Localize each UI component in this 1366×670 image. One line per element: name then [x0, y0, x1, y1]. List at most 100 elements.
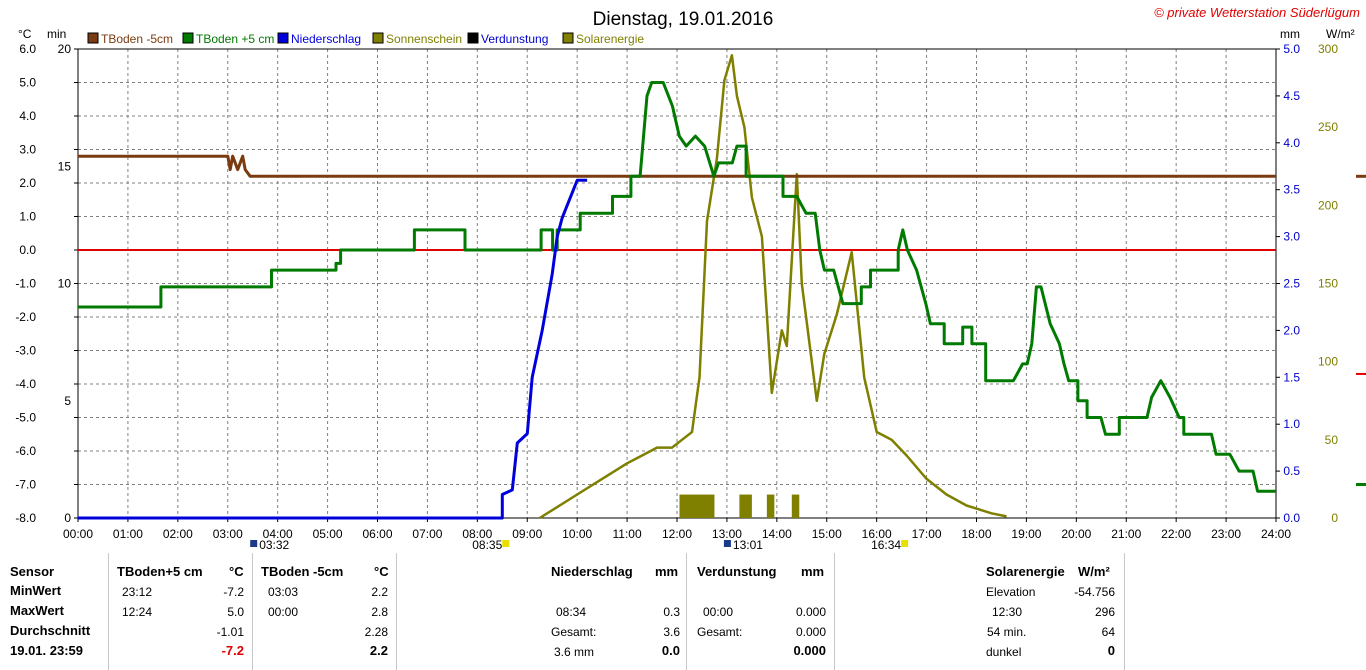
- mm-tick-label: 5.0: [1283, 42, 1300, 56]
- watermark: © private Wetterstation Süderlügum: [1154, 5, 1360, 20]
- solar-current-value: 0: [1107, 643, 1115, 658]
- time-marker-icon: [502, 540, 510, 547]
- temp-tick-label: 2.0: [19, 176, 36, 190]
- time-tick-label: 05:00: [313, 527, 343, 541]
- legend-label: Verdunstung: [481, 32, 548, 46]
- mm-tick-label: 0.5: [1283, 464, 1300, 478]
- legend-swatch-0: [87, 32, 99, 44]
- time-tick-label: 09:00: [512, 527, 542, 541]
- temp-tick-label: 6.0: [19, 42, 36, 56]
- time-tick-label: 19:00: [1011, 527, 1041, 541]
- wm2-tick-label: 250: [1318, 120, 1338, 134]
- time-tick-label: 06:00: [362, 527, 392, 541]
- time-tick-label: 03:00: [213, 527, 243, 541]
- row-label-current: 19.01. 23:59: [10, 643, 84, 658]
- weather-chart: Dienstag, 19.01.2016 © private Wetterstat…: [15, 5, 1366, 552]
- mm-tick-label: 2.5: [1283, 277, 1300, 291]
- legend-label: Niederschlag: [291, 32, 361, 46]
- solar-dark-label: dunkel: [986, 645, 1022, 659]
- time-marker-icon: [723, 540, 731, 547]
- legend-swatch-3: [372, 32, 384, 44]
- legend-swatch-4: [467, 32, 479, 44]
- min-tick-label: 5: [64, 394, 71, 408]
- time-marker-icon: [250, 540, 258, 547]
- nieder-max-value: 0.3: [663, 605, 680, 619]
- time-marker-label: 16:34: [871, 538, 901, 552]
- sunshine-bar: [791, 494, 800, 518]
- time-tick-label: 08:00: [462, 527, 492, 541]
- time-tick-label: 14:00: [762, 527, 792, 541]
- temp-tick-label: 1.0: [19, 210, 36, 224]
- tbodenm5-min-time: 03:03: [268, 585, 299, 599]
- sunshine-bar: [679, 494, 715, 518]
- sunshine-bar: [766, 494, 775, 518]
- time-tick-label: 15:00: [812, 527, 842, 541]
- wm2-tick-label: 300: [1318, 42, 1338, 56]
- tboden5-max-value: 5.0: [227, 605, 244, 619]
- unit-wm2: W/m²: [1326, 27, 1355, 41]
- tbodenm5-unit: °C: [374, 564, 389, 579]
- solar-elevation-value: -54.756: [1074, 585, 1115, 599]
- mm-tick-label: 4.0: [1283, 136, 1300, 150]
- solar-sunmin-label: 54 min.: [987, 625, 1027, 639]
- temp-tick-label: 4.0: [19, 109, 36, 123]
- time-tick-label: 24:00: [1261, 527, 1291, 541]
- mm-tick-label: 0.0: [1283, 511, 1300, 525]
- temp-tick-label: -7.0: [15, 478, 36, 492]
- time-tick-label: 00:00: [63, 527, 93, 541]
- nieder-header: Niederschlag: [551, 564, 633, 579]
- row-label-min: MinWert: [10, 583, 62, 598]
- mm-tick-label: 3.5: [1283, 183, 1300, 197]
- time-tick-label: 13:00: [712, 527, 742, 541]
- row-label-max: MaxWert: [10, 603, 64, 618]
- temp-tick-label: 0.0: [19, 243, 36, 257]
- min-tick-label: 10: [58, 277, 72, 291]
- solar-header: Solarenergie: [986, 564, 1065, 579]
- temp-tick-label: -3.0: [15, 344, 36, 358]
- solar-sunmin-value: 64: [1101, 625, 1115, 639]
- wm2-tick-label: 200: [1318, 198, 1338, 212]
- tboden5-current-value: -7.2: [221, 643, 244, 658]
- time-tick-label: 10:00: [562, 527, 592, 541]
- wm2-tick-label: 150: [1318, 277, 1338, 291]
- tboden5-header: TBoden+5 cm: [117, 564, 203, 579]
- temp-tick-label: -1.0: [15, 277, 36, 291]
- time-tick-label: 22:00: [1161, 527, 1191, 541]
- time-tick-label: 04:00: [263, 527, 293, 541]
- verd-max-value: 0.000: [795, 605, 826, 619]
- nieder-max-time: 08:34: [556, 605, 587, 619]
- tbodenm5-avg-value: 2.28: [364, 625, 388, 639]
- verd-unit: mm: [801, 564, 825, 579]
- min-tick-label: 20: [58, 42, 72, 56]
- legend-swatch-5: [562, 32, 574, 44]
- temp-tick-label: -6.0: [15, 444, 36, 458]
- grid: [78, 49, 1276, 518]
- chart-title: Dienstag, 19.01.2016: [593, 9, 774, 30]
- tboden5-min-time: 23:12: [122, 585, 153, 599]
- verd-total-label: Gesamt:: [697, 625, 743, 639]
- time-marker-icon: [901, 540, 909, 547]
- tboden5-max-time: 12:24: [122, 605, 153, 619]
- temp-tick-label: -5.0: [15, 411, 36, 425]
- time-tick-label: 21:00: [1111, 527, 1141, 541]
- temp-tick-label: 3.0: [19, 143, 36, 157]
- sensor-header: Sensor: [10, 564, 55, 579]
- tbodenm5-min-value: 2.2: [371, 585, 388, 599]
- nieder-unit: mm: [655, 564, 679, 579]
- time-marker-label: 13:01: [733, 538, 763, 552]
- sunshine-bar: [739, 494, 752, 518]
- time-tick-label: 16:00: [862, 527, 892, 541]
- verd-current-value: 0.000: [793, 643, 826, 658]
- legend-label: Solarenergie: [576, 32, 644, 46]
- wm2-tick-label: 0: [1331, 511, 1338, 525]
- temp-tick-label: -2.0: [15, 310, 36, 324]
- legend-swatch-2: [277, 32, 289, 44]
- solar-max-time: 12:30: [992, 605, 1023, 619]
- unit-mm: mm: [1280, 27, 1300, 41]
- min-tick-label: 0: [64, 511, 71, 525]
- tboden5-unit: °C: [229, 564, 244, 579]
- solar-elevation-label: Elevation: [986, 585, 1036, 599]
- verd-header: Verdunstung: [697, 564, 777, 579]
- time-marker-label: 08:35: [472, 538, 502, 552]
- tboden5-avg-value: -1.01: [216, 625, 244, 639]
